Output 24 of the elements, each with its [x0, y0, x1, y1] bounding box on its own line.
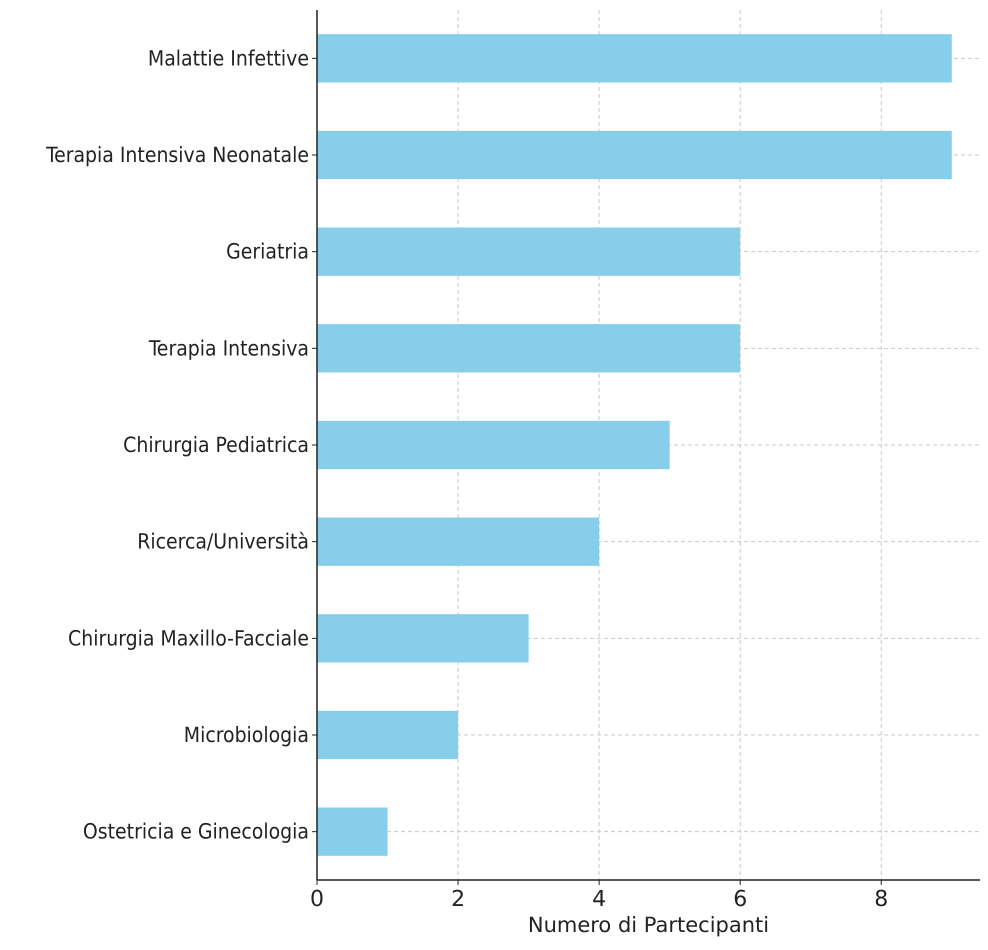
x-tick-label: 4: [592, 887, 606, 912]
bar: [317, 420, 670, 470]
bar: [317, 34, 952, 82]
y-tick-label: Chirurgia Maxillo-Facciale: [68, 626, 309, 650]
x-tick-label: 8: [874, 887, 888, 912]
x-tick-label: 2: [451, 887, 466, 912]
y-tick-label: Microbiologia: [184, 723, 309, 747]
x-axis-title: Numero di Partecipanti: [528, 913, 770, 937]
y-tick-label: Geriatria: [226, 240, 309, 264]
y-tick-label: Terapia Intensiva Neonatale: [45, 143, 309, 167]
x-tick-label: 6: [733, 887, 748, 912]
x-tick-label: 0: [310, 887, 324, 912]
bar: [317, 518, 600, 566]
bar: [317, 614, 529, 662]
y-tick-label: Ostetricia e Ginecologia: [82, 820, 309, 844]
y-tick-label: Chirurgia Pediatrica: [123, 433, 309, 457]
bar: [317, 130, 952, 180]
bar: [317, 324, 740, 372]
y-tick-label: Malattie Infettive: [148, 46, 309, 70]
y-tick-label: Terapia Intensiva: [148, 336, 309, 360]
bar: [317, 808, 388, 856]
bar: [317, 710, 458, 760]
y-tick-label: Ricerca/Università: [137, 530, 309, 554]
bar: [317, 228, 740, 276]
